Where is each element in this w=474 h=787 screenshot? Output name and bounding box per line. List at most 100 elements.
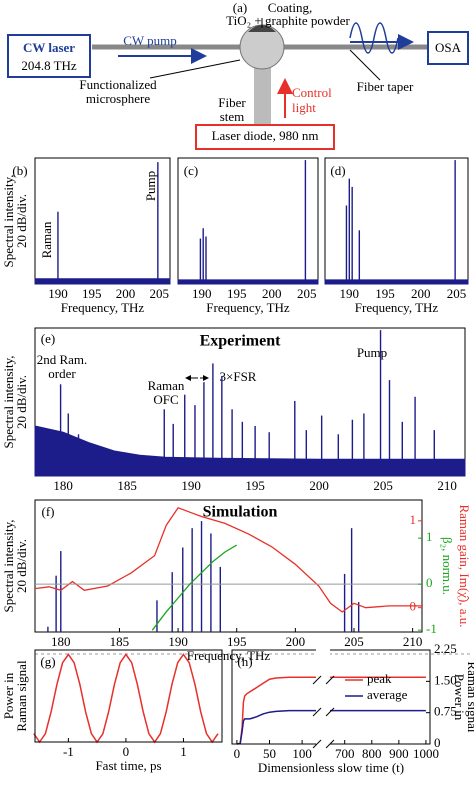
- y-axis-label: Spectral intensity,: [1, 355, 16, 448]
- noise-floor: [324, 279, 469, 285]
- axis-break: [312, 640, 335, 750]
- x-tick-label: 50: [263, 746, 276, 761]
- x-tick-label: 195: [375, 286, 395, 301]
- x-tick-label: 200: [262, 286, 282, 301]
- x-tick-label: -1: [63, 744, 74, 759]
- x-tick-label: 195: [227, 286, 247, 301]
- x-tick-label: 190: [192, 286, 212, 301]
- panel-label: (e): [41, 331, 55, 346]
- x-tick-label: 190: [168, 634, 188, 649]
- diode-box: [195, 124, 335, 150]
- laser-box: [7, 34, 91, 78]
- x-tick-label: 195: [245, 478, 265, 493]
- coating: [248, 25, 276, 32]
- label: Fiber taper: [357, 79, 414, 94]
- x-tick-label: 205: [447, 286, 467, 301]
- plot-frame: [177, 157, 319, 285]
- setup-diagram: (a) Coating, TiO₂ + graphite powder CW l…: [7, 0, 469, 150]
- x-tick-label: 0: [234, 746, 241, 761]
- x-tick-label: 900: [389, 746, 409, 761]
- label: Coating,: [268, 0, 312, 15]
- leader: [349, 49, 381, 81]
- panel-label: (f): [42, 504, 55, 519]
- y-axis-label: Spectral intensity,: [1, 519, 16, 612]
- label: Fiber: [218, 95, 246, 110]
- x-tick-label: 205: [373, 478, 393, 493]
- x-tick-label: 200: [286, 634, 306, 649]
- x-axis-label: Frequency, THz: [61, 300, 145, 315]
- x-axis-label: Dimensionless slow time (t): [258, 760, 404, 775]
- leader: [149, 59, 241, 79]
- label: OSA: [435, 40, 462, 55]
- x-tick-label: 100: [292, 746, 312, 761]
- plot-frame: [231, 649, 431, 745]
- label: microsphere: [86, 91, 150, 106]
- wave: [349, 22, 399, 54]
- x-tick-label: 205: [297, 286, 317, 301]
- legend-label: average: [367, 687, 408, 702]
- annotation: order: [48, 366, 76, 381]
- y-axis-label: Power in: [1, 672, 16, 719]
- x-tick-label: 190: [340, 286, 360, 301]
- plot-frame: [34, 499, 423, 633]
- annotation: Pump: [143, 171, 158, 201]
- label: stem: [220, 109, 245, 124]
- y-axis-label: 20 dB/div.: [14, 375, 29, 429]
- annotation: Pump: [357, 345, 387, 360]
- x-tick-label: 185: [110, 634, 130, 649]
- line: [33, 653, 219, 744]
- panel-label: (h): [237, 654, 252, 669]
- y-axis-label: Power in: [452, 674, 467, 721]
- y2-axis-label: β₂, norm.u.: [440, 537, 455, 595]
- x-tick-label: 800: [362, 746, 382, 761]
- x-tick-label: 195: [82, 286, 102, 301]
- panel-label: (d): [330, 163, 345, 178]
- panel-label: (c): [184, 163, 198, 178]
- annotation: 3×FSR: [220, 369, 257, 384]
- panel-label: (a): [233, 0, 247, 15]
- x-tick-label: 185: [117, 478, 137, 493]
- x-tick-label: 210: [437, 478, 457, 493]
- y-axis-label: Raman signal: [465, 661, 474, 733]
- x-tick-label: 195: [227, 634, 247, 649]
- y2-tick-label: 1: [410, 512, 417, 527]
- label: CW laser: [23, 40, 75, 55]
- x-tick-label: 205: [149, 286, 169, 301]
- label: Control: [292, 85, 332, 100]
- y-tick-label: 1.50: [434, 672, 457, 687]
- osa-box: [427, 31, 469, 65]
- gain-curve: [34, 507, 422, 613]
- y-axis-label: 20 dB/div.: [14, 539, 29, 593]
- label: Functionalized: [79, 77, 157, 92]
- noise-floor: [34, 278, 171, 285]
- y-tick-label: 0.75: [434, 704, 457, 719]
- beta2-curve: [151, 544, 238, 631]
- y2-tick-label: 0: [426, 575, 433, 590]
- annotation: Simulation: [203, 504, 278, 521]
- annotation: Raman: [39, 221, 54, 258]
- x-tick-label: 180: [53, 478, 73, 493]
- plot-frame: [34, 649, 223, 743]
- x-tick-label: 205: [344, 634, 364, 649]
- y-tick-label: 0: [434, 735, 441, 750]
- x-tick-label: 190: [181, 478, 201, 493]
- label: CW pump: [123, 33, 177, 48]
- x-tick-label: 0: [123, 744, 130, 759]
- label: TiO₂ + graphite powder: [226, 13, 350, 28]
- annotation: Raman: [148, 378, 185, 393]
- fiber-stem: [254, 55, 271, 125]
- x-axis-label: Frequency, THz: [206, 300, 290, 315]
- x-tick-label: 200: [309, 478, 329, 493]
- x-tick-label: 190: [48, 286, 68, 301]
- label: Laser diode, 980 nm: [212, 128, 319, 143]
- annotation: Experiment: [200, 333, 282, 350]
- noise-floor: [34, 425, 466, 477]
- x-axis-label: Frequency, THz: [355, 300, 439, 315]
- legend-label: peak: [367, 671, 392, 686]
- noise-floor: [177, 279, 319, 285]
- x-tick-label: 180: [51, 634, 71, 649]
- y-axis-label: Spectral intensity,: [1, 174, 16, 267]
- annotation: OFC: [153, 392, 178, 407]
- x-tick-label: 1: [180, 744, 187, 759]
